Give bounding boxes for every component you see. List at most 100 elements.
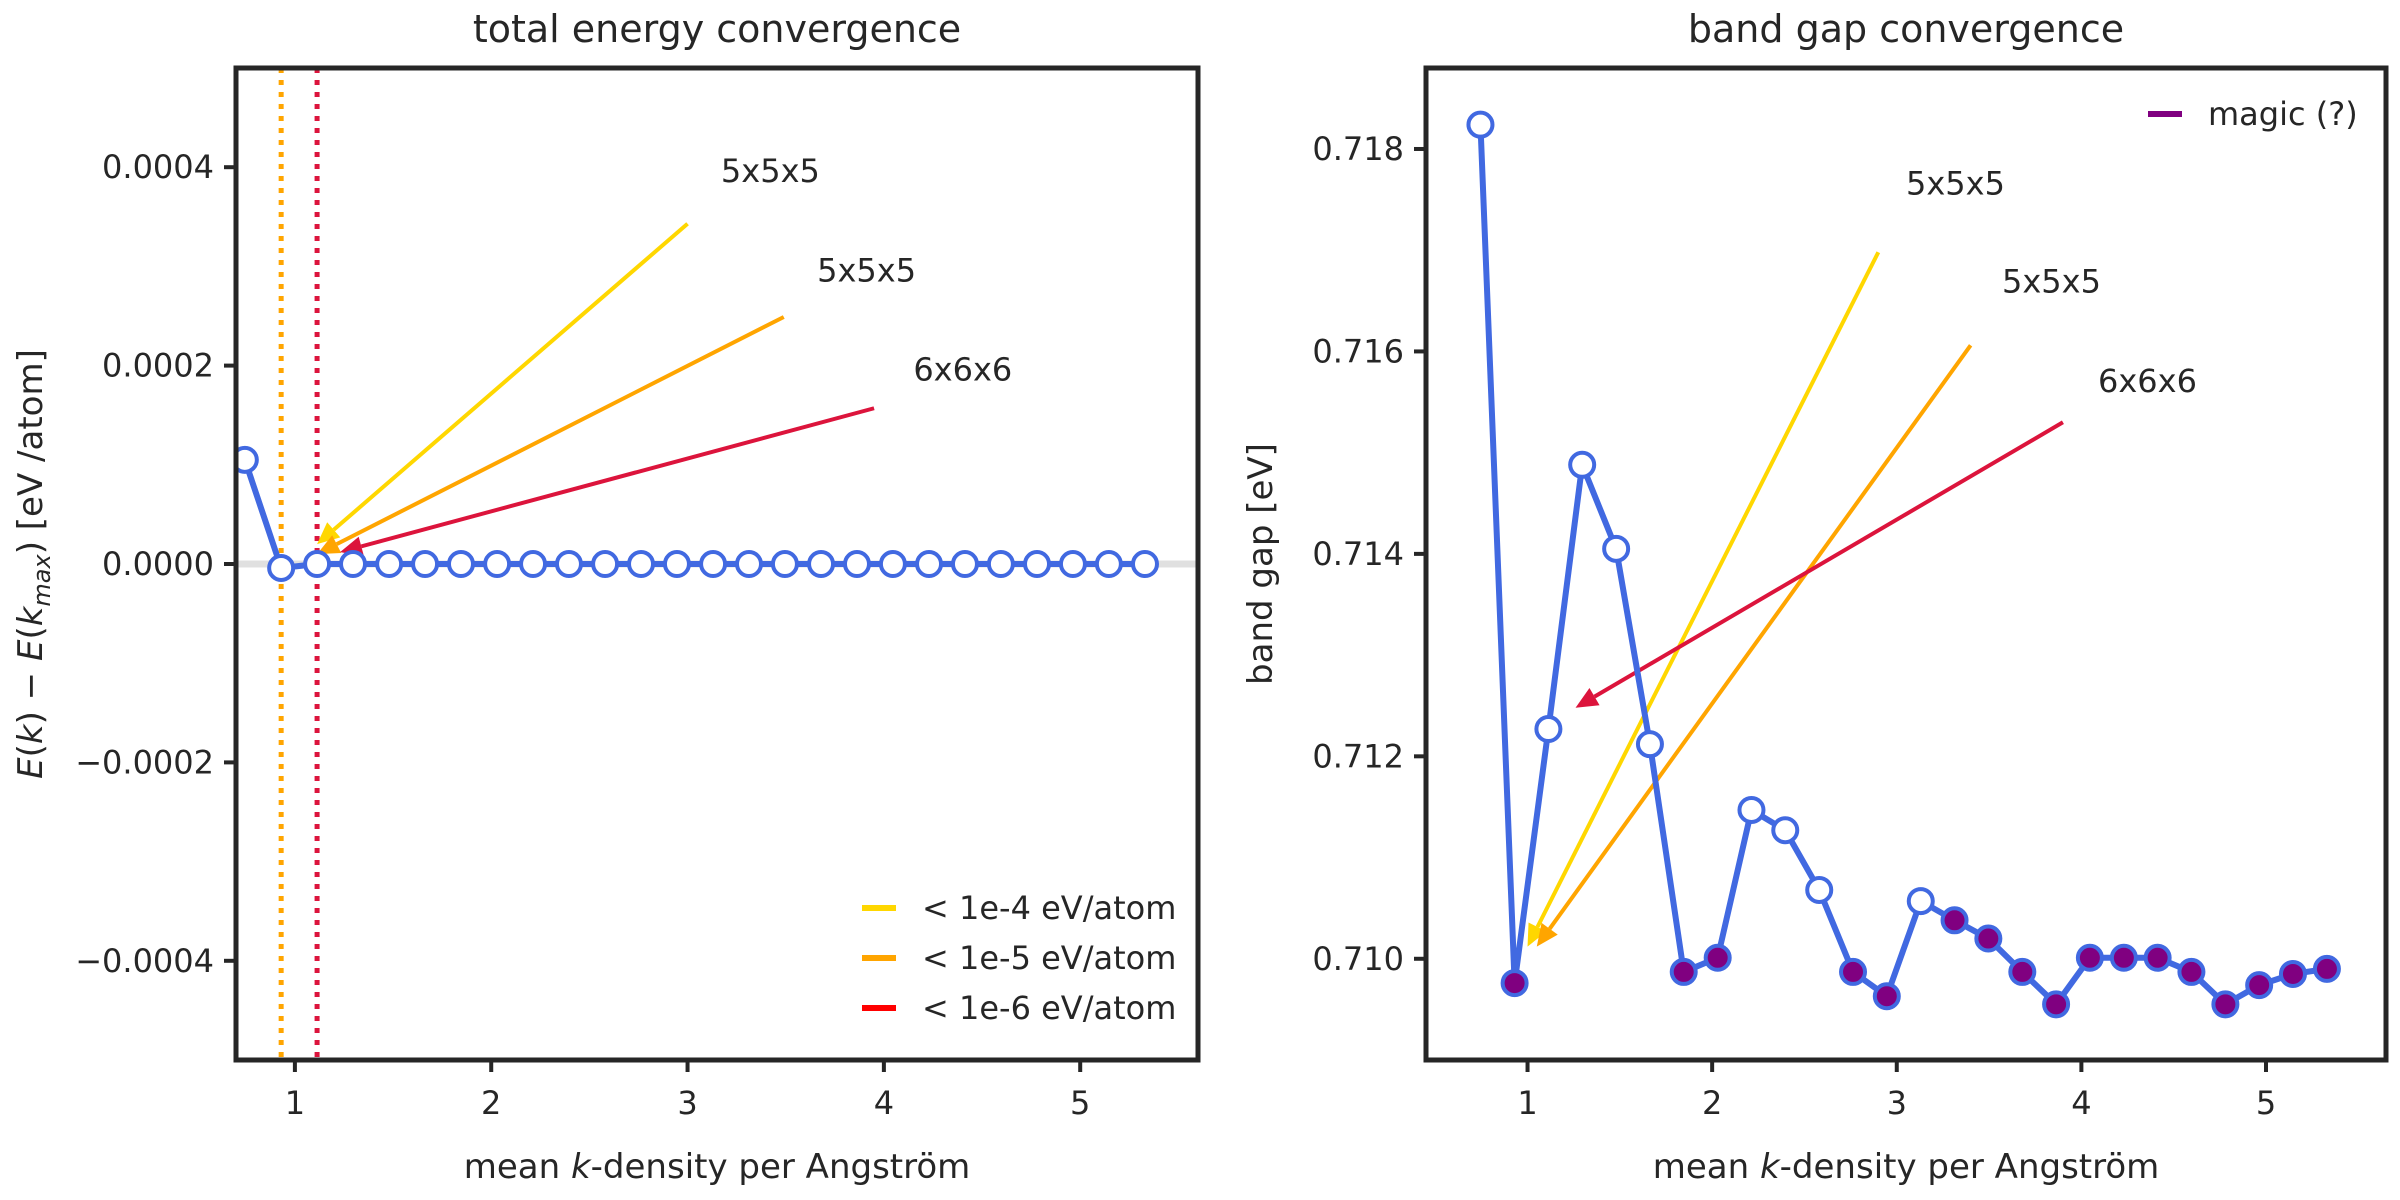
energy-data-point — [842, 550, 871, 578]
energy-y-tick-label: −0.0002 — [75, 743, 214, 781]
energy-x-tick-label: 3 — [677, 1084, 697, 1122]
bandgap-x-ticks: 1 2 3 4 5 — [1517, 1060, 2276, 1122]
bandgap-x-tick-label: 5 — [2256, 1084, 2276, 1122]
bandgap-annotation-arrow-head — [1536, 922, 1558, 947]
energy-data-point — [267, 553, 296, 582]
bandgap-annotation-arrows — [1527, 251, 2064, 947]
bandgap-y-axis-label: band gap [eV] — [1241, 443, 1281, 685]
bandgap-magic-point — [2109, 943, 2138, 972]
bandgap-magic-point — [2143, 943, 2172, 972]
energy-data-point — [554, 550, 583, 578]
energy-annotation-label: 5x5x5 — [721, 152, 820, 190]
bandgap-magic-point — [2075, 943, 2104, 972]
bandgap-annotation-label: 6x6x6 — [2098, 362, 2197, 400]
bandgap-data-point — [1568, 450, 1597, 479]
energy-y-ticks: −0.0004 −0.0002 0.0000 0.0002 0.0004 — [75, 148, 236, 980]
energy-legend-label: < 1e-5 eV/atom — [922, 939, 1176, 977]
energy-y-tick-label: 0.0002 — [102, 347, 214, 385]
bandgap-data-point — [1602, 534, 1631, 563]
bandgap-series-line — [1477, 124, 2328, 1008]
energy-data-point — [735, 550, 764, 578]
bandgap-magic-point — [2245, 971, 2274, 1000]
bandgap-x-axis-label: mean k-density per Angström — [1653, 1147, 2160, 1187]
energy-series-line — [241, 458, 1145, 571]
bandgap-magic-point — [1974, 924, 2003, 953]
energy-annotation-arrow-shaft — [332, 222, 689, 532]
bandgap-magic-point — [2177, 957, 2206, 986]
bandgap-data-point — [1466, 110, 1495, 139]
bandgap-convergence-panel: band gap convergence 5x5x5 5x5x5 6x6x6 1 2 3… — [1241, 7, 2389, 1187]
bandgap-magic-point — [2042, 990, 2071, 1019]
energy-data-point — [375, 550, 404, 578]
bandgap-annotation-arrow-shaft — [1548, 344, 1973, 930]
bandgap-magic-point — [2211, 990, 2240, 1019]
energy-data-point — [446, 550, 475, 578]
energy-data-point — [1094, 550, 1123, 578]
bandgap-chart-title: band gap convergence — [1688, 7, 2124, 51]
bandgap-data-point — [1737, 795, 1766, 824]
energy-data-point — [236, 445, 259, 474]
bandgap-annotation-label: 5x5x5 — [2002, 263, 2101, 301]
energy-y-tick-label: 0.0000 — [102, 545, 214, 583]
energy-chart-title: total energy convergence — [473, 7, 961, 51]
bandgap-y-tick-label: 0.712 — [1312, 737, 1404, 775]
energy-data-point — [807, 550, 836, 578]
bandgap-y-tick-label: 0.718 — [1312, 130, 1404, 168]
energy-series — [236, 445, 1159, 582]
energy-legend-label: < 1e-6 eV/atom — [922, 989, 1176, 1027]
bandgap-magic-point — [2312, 954, 2341, 983]
energy-data-point — [519, 550, 548, 578]
bandgap-legend-label: magic (?) — [2208, 95, 2358, 133]
energy-y-tick-label: −0.0004 — [75, 942, 214, 980]
energy-y-tick-label: 0.0004 — [102, 148, 214, 186]
bandgap-y-tick-label: 0.710 — [1312, 940, 1404, 978]
energy-annotation-arrows — [317, 222, 875, 557]
bandgap-magic-point — [1500, 969, 1529, 998]
bandgap-axes-frame — [1423, 65, 2389, 1063]
bandgap-data-point — [1635, 730, 1664, 759]
energy-data-point — [1023, 550, 1052, 578]
energy-data-point — [986, 550, 1015, 578]
energy-data-point — [303, 550, 332, 578]
bandgap-annotation-arrow-shaft — [1593, 420, 2064, 699]
energy-convergence-panel: total energy convergence 5x5x5 5x5x5 6x6x6… — [11, 7, 1201, 1187]
energy-data-point — [950, 550, 979, 578]
bandgap-annotation-arrow-head — [1527, 922, 1547, 947]
bandgap-data-point — [1534, 714, 1563, 743]
energy-annotation-label: 6x6x6 — [913, 350, 1012, 388]
bandgap-magic-point — [2278, 959, 2307, 988]
energy-data-point — [699, 550, 728, 578]
energy-data-point — [339, 550, 368, 578]
energy-x-tick-label: 1 — [285, 1084, 305, 1122]
energy-legend-label: < 1e-4 eV/atom — [922, 889, 1176, 927]
bandgap-x-tick-label: 3 — [1887, 1084, 1907, 1122]
bandgap-annotation-labels: 5x5x5 5x5x5 6x6x6 — [1906, 165, 2197, 400]
energy-data-point — [878, 550, 907, 578]
energy-legend: < 1e-4 eV/atom < 1e-5 eV/atom < 1e-6 eV/at… — [862, 889, 1176, 1027]
energy-data-point — [1058, 550, 1087, 578]
bandgap-magic-point — [1872, 982, 1901, 1011]
bandgap-annotation-label: 5x5x5 — [1906, 165, 2005, 203]
bandgap-magic-point — [1703, 943, 1732, 972]
bandgap-y-tick-label: 0.716 — [1312, 332, 1404, 370]
bandgap-x-tick-label: 1 — [1517, 1084, 1537, 1122]
energy-axes-frame — [233, 65, 1201, 1063]
bandgap-data-point — [1771, 816, 1800, 845]
energy-annotation-arrow-shaft — [335, 315, 785, 546]
energy-data-point — [483, 550, 512, 578]
energy-x-ticks: 1 2 3 4 5 — [285, 1060, 1090, 1122]
energy-x-tick-label: 5 — [1070, 1084, 1090, 1122]
energy-data-point — [411, 550, 440, 578]
energy-y-axis-label: E(k) − E(kmax) [eV /atom] — [11, 349, 56, 779]
energy-annotation-arrow-head — [317, 522, 341, 545]
bandgap-x-tick-label: 2 — [1702, 1084, 1722, 1122]
bandgap-x-tick-label: 4 — [2071, 1084, 2091, 1122]
bandgap-data-point — [1805, 875, 1834, 904]
energy-annotation-arrow-shaft — [360, 406, 875, 549]
energy-data-point — [591, 550, 620, 578]
energy-data-point — [1130, 550, 1159, 578]
energy-x-tick-label: 4 — [874, 1084, 894, 1122]
energy-data-point — [770, 550, 799, 578]
bandgap-magic-point — [1839, 957, 1868, 986]
